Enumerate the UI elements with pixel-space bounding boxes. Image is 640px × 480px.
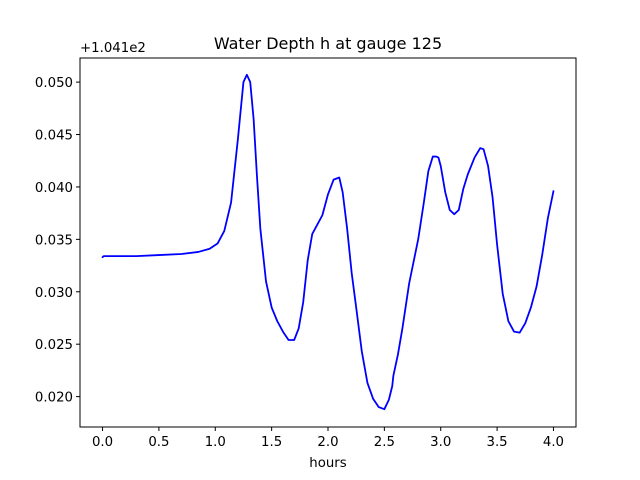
- y-axis-offset-label: +1.041e2: [80, 41, 146, 56]
- x-tick-label: 0.0: [92, 435, 113, 450]
- y-axis-ticks: 0.020 0.025 0.030 0.035 0.040 0.045 0.050: [35, 76, 80, 406]
- x-tick-label: 3.0: [430, 435, 451, 450]
- x-tick-label: 4.0: [543, 435, 564, 450]
- y-tick-label: 0.035: [35, 233, 73, 248]
- x-tick-label: 1.0: [205, 435, 226, 450]
- chart-title: Water Depth h at gauge 125: [214, 34, 442, 53]
- x-axis-label: hours: [309, 456, 346, 471]
- plot-area-frame: [79, 57, 577, 428]
- x-axis-ticks: 0.0 0.5 1.0 1.5 2.0 2.5 3.0 3.5 4.0: [92, 427, 564, 450]
- x-tick-label: 2.0: [317, 435, 338, 450]
- series-group: [101, 73, 555, 411]
- y-tick-label: 0.040: [35, 181, 73, 196]
- x-tick-label: 1.5: [261, 435, 282, 450]
- y-tick-label: 0.020: [35, 391, 73, 406]
- x-tick-label: 2.5: [374, 435, 395, 450]
- y-tick-label: 0.030: [35, 286, 73, 301]
- x-tick-label: 3.5: [487, 435, 508, 450]
- y-tick-label: 0.045: [35, 129, 73, 144]
- y-tick-label: 0.050: [35, 76, 73, 91]
- y-tick-label: 0.025: [35, 338, 73, 353]
- x-tick-label: 0.5: [148, 435, 169, 450]
- series-line: [101, 73, 555, 411]
